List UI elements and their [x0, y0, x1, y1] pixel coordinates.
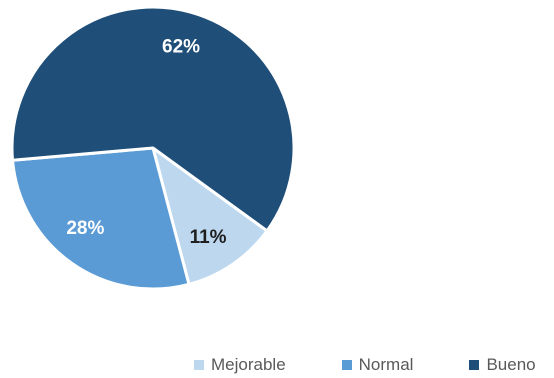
legend-swatch-bueno	[469, 360, 480, 370]
pie-slice-bueno	[10, 5, 296, 233]
legend-swatch-mejorable	[194, 360, 204, 370]
pie-chart: 11% 28% 62%	[10, 5, 296, 291]
legend-label-mejorable: Mejorable	[211, 355, 286, 374]
pie-slices	[10, 5, 296, 291]
legend-label-bueno: Bueno	[486, 355, 536, 374]
legend-label-normal: Normal	[358, 355, 414, 374]
pie-labels: 11% 28% 62%	[66, 36, 226, 248]
slice-label-normal: 28%	[66, 218, 104, 239]
slice-label-bueno: 62%	[162, 36, 200, 57]
legend-item-normal: Normal	[341, 355, 414, 375]
legend: Mejorable Normal Bueno	[194, 354, 536, 376]
pie-slice-normal	[11, 146, 191, 291]
slice-label-mejorable: 11%	[190, 227, 227, 248]
legend-swatch-normal	[341, 360, 352, 370]
legend-item-bueno: Bueno	[469, 355, 536, 375]
legend-item-mejorable: Mejorable	[194, 355, 286, 375]
